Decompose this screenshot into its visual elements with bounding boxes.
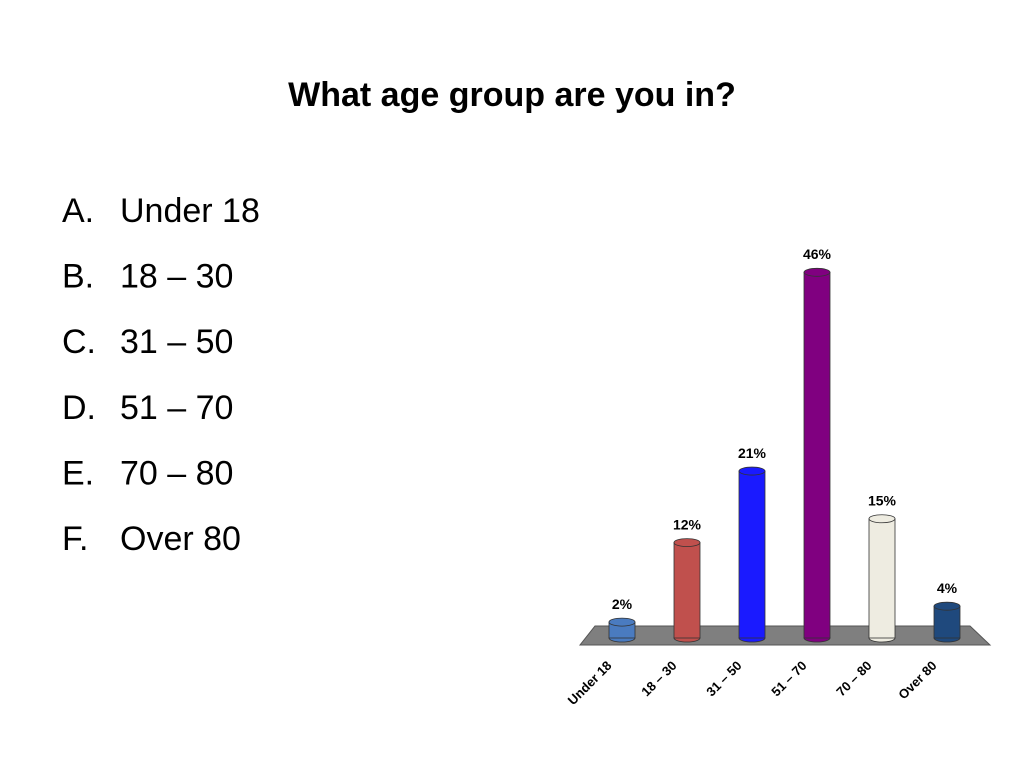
option-text: 51 – 70 [120,389,233,427]
value-label: 12% [673,516,702,532]
bar [868,518,896,639]
value-label: 46% [803,246,832,262]
bar-cap [933,601,961,611]
option-text: 70 – 80 [120,454,233,492]
value-label: 4% [937,580,958,596]
chart-floor [578,625,992,646]
x-tick-label: 31 – 50 [703,658,744,699]
option-text: Over 80 [120,520,241,558]
x-tick-label: 18 – 30 [638,658,679,699]
bar [933,605,961,639]
bar-cap [608,617,636,627]
option-letter: E. [62,454,94,492]
option-text: Under 18 [120,192,260,230]
bar [803,271,831,639]
bar-cap [738,466,766,476]
option-letter: C. [62,323,96,361]
value-label: 21% [738,445,767,461]
slide-title: What age group are you in? [288,76,736,114]
bar [738,470,766,639]
bar-cap [673,538,701,547]
bar [673,542,701,639]
option-letter: B. [62,258,94,296]
bar-cap [803,267,831,277]
option-text: 31 – 50 [120,323,233,361]
option-letter: A. [62,192,94,230]
option-text: 18 – 30 [120,258,233,296]
x-tick-label: 70 – 80 [833,658,874,699]
x-tick-label: Over 80 [895,658,939,702]
bar-cap [868,514,896,524]
value-label: 2% [612,596,633,612]
x-tick-label: 51 – 70 [768,658,809,699]
value-label: 15% [868,492,897,508]
option-letter: D. [62,389,96,427]
option-letter: F. [62,520,88,558]
x-tick-label: Under 18 [565,658,615,708]
